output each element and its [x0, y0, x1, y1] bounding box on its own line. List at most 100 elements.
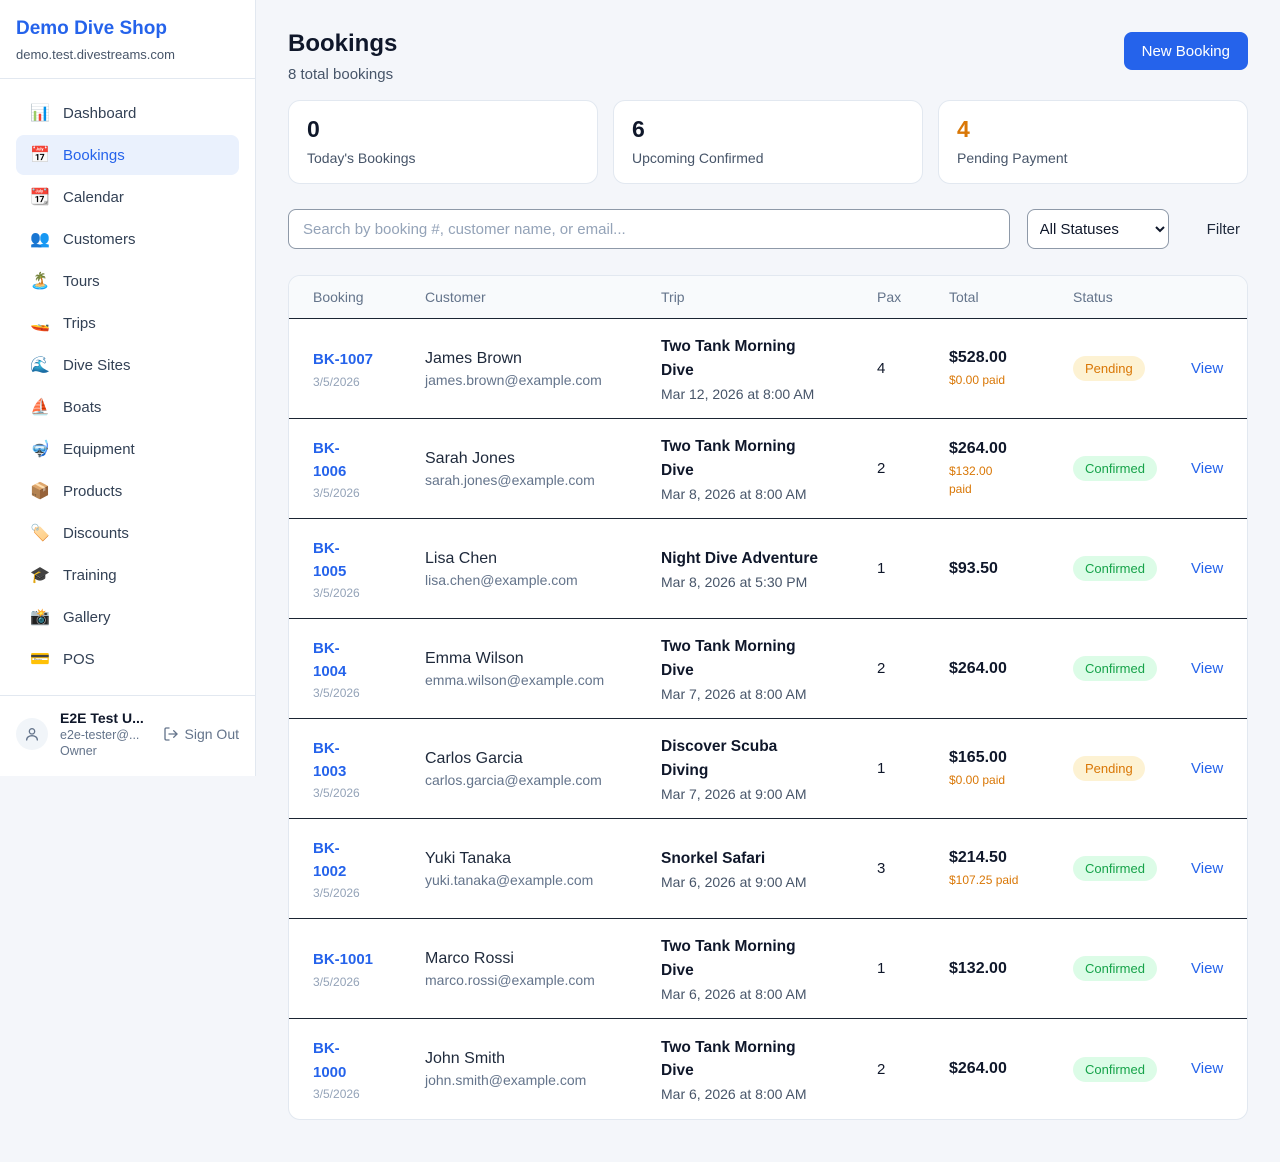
actions-cell: View [1191, 460, 1223, 478]
customer-email: marco.rossi@example.com [425, 971, 595, 988]
sidebar-item-training[interactable]: 🎓 Training [16, 555, 239, 595]
stat-label: Upcoming Confirmed [632, 149, 764, 166]
booking-cell: BK-1001 3/5/2026 [313, 948, 425, 988]
sidebar-item-label: Equipment [63, 440, 135, 458]
booking-cell: BK-1007 3/5/2026 [313, 348, 425, 388]
customer-name: John Smith [425, 1050, 506, 1067]
logout-icon [163, 727, 178, 741]
booking-id-link[interactable]: BK- 1004 [313, 639, 347, 680]
customer-cell: Carlos Garcia carlos.garcia@example.com [425, 750, 661, 788]
sidebar-item-label: Bookings [63, 146, 125, 164]
booking-date: 3/5/2026 [313, 686, 360, 701]
sidebar-item-pos[interactable]: 💳 POS [16, 639, 239, 679]
status-badge: Confirmed [1073, 456, 1157, 481]
sailboat-icon: ⛵ [30, 399, 50, 416]
customer-email: sarah.jones@example.com [425, 471, 595, 488]
sidebar-item-label: Customers [63, 230, 136, 248]
sidebar-item-discounts[interactable]: 🏷️ Discounts [16, 513, 239, 553]
user-role: Owner [60, 744, 97, 758]
avatar [16, 718, 48, 750]
person-icon [26, 728, 38, 741]
booking-id-link[interactable]: BK- 1005 [313, 539, 347, 580]
status-select[interactable]: All Statuses [1026, 209, 1169, 249]
sidebar-item-trips[interactable]: 🚤 Trips [16, 303, 239, 343]
status-cell: Confirmed [1073, 656, 1191, 681]
pax-value: 1 [877, 560, 886, 577]
sidebar-item-bookings[interactable]: 📅 Bookings [16, 135, 239, 175]
actions-cell: View [1191, 1060, 1223, 1078]
customer-cell: James Brown james.brown@example.com [425, 350, 661, 388]
total-cell: $93.50 [949, 560, 1073, 578]
view-link[interactable]: View [1191, 459, 1224, 477]
tag-icon: 🏷️ [30, 525, 50, 542]
column-header-booking: Booking [313, 289, 364, 305]
sidebar-item-gallery[interactable]: 📸 Gallery [16, 597, 239, 637]
view-link[interactable]: View [1191, 759, 1224, 777]
actions-cell: View [1191, 760, 1223, 778]
total-amount: $528.00 [949, 348, 1007, 366]
user-name: E2E Test U... [60, 710, 144, 726]
column-header-status: Status [1073, 289, 1113, 305]
view-link[interactable]: View [1191, 359, 1224, 377]
view-link[interactable]: View [1191, 559, 1224, 577]
booking-id-link[interactable]: BK-1007 [313, 351, 374, 369]
page-title: Bookings [288, 30, 398, 57]
column-header-pax: Pax [877, 289, 902, 305]
booking-id-link[interactable]: BK- 1000 [313, 1040, 347, 1081]
booking-cell: BK- 1003 3/5/2026 [313, 737, 425, 801]
sidebar-item-equipment[interactable]: 🤿 Equipment [16, 429, 239, 469]
trip-name: Two Tank Morning Dive [661, 638, 796, 679]
filter-button[interactable]: Filter [1199, 217, 1248, 242]
booking-id-link[interactable]: BK-1001 [313, 951, 374, 969]
customer-name: James Brown [425, 349, 522, 367]
sign-out-button[interactable]: Sign Out [163, 726, 239, 742]
sidebar-item-customers[interactable]: 👥 Customers [16, 219, 239, 259]
credit-card-icon: 💳 [30, 651, 50, 668]
booking-cell: BK- 1002 3/5/2026 [313, 837, 425, 901]
trip-name: Two Tank Morning Dive [661, 338, 796, 379]
booking-id-link[interactable]: BK- 1002 [313, 839, 347, 880]
sidebar-item-label: Dashboard [63, 104, 137, 122]
total-amount: $264.00 [949, 439, 1007, 457]
sidebar-item-label: POS [63, 650, 95, 668]
view-link[interactable]: View [1191, 659, 1224, 677]
view-link[interactable]: View [1191, 859, 1224, 877]
booking-cell: BK- 1000 3/5/2026 [313, 1037, 425, 1101]
sidebar-item-tours[interactable]: 🏝️ Tours [16, 261, 239, 301]
total-amount: $214.50 [949, 848, 1007, 866]
customer-name: Lisa Chen [425, 549, 498, 567]
table-row: BK-1001 3/5/2026 Marco Rossi marco.rossi@ex… [289, 919, 1247, 1019]
table-header-row: Booking Customer Trip Pax Total Status [289, 276, 1247, 319]
amount-paid: $0.00 paid [949, 772, 1006, 787]
trip-name: Two Tank Morning Dive [661, 938, 796, 979]
user-email: e2e-tester@... [60, 728, 140, 742]
sidebar-item-dashboard[interactable]: 📊 Dashboard [16, 93, 239, 133]
sidebar-item-products[interactable]: 📦 Products [16, 471, 239, 511]
sidebar-item-calendar[interactable]: 📆 Calendar [16, 177, 239, 217]
island-icon: 🏝️ [30, 273, 50, 290]
column-header-customer: Customer [425, 289, 486, 305]
total-cell: $264.00 [949, 660, 1073, 678]
trip-name: Two Tank Morning Dive [661, 1038, 796, 1079]
view-link[interactable]: View [1191, 1060, 1224, 1077]
new-booking-button[interactable]: New Booking [1123, 32, 1248, 70]
sidebar-item-label: Trips [63, 314, 96, 332]
booking-id-link[interactable]: BK- 1003 [313, 739, 347, 780]
status-cell: Confirmed [1073, 556, 1191, 581]
view-link[interactable]: View [1191, 959, 1224, 977]
trip-datetime: Mar 6, 2026 at 8:00 AM [661, 985, 807, 1002]
status-cell: Confirmed [1073, 956, 1191, 981]
booking-id-link[interactable]: BK- 1006 [313, 439, 347, 480]
sidebar-item-dive-sites[interactable]: 🌊 Dive Sites [16, 345, 239, 385]
status-badge: Confirmed [1073, 856, 1157, 881]
sidebar-item-label: Tours [63, 272, 100, 290]
customer-email: carlos.garcia@example.com [425, 771, 602, 788]
status-cell: Confirmed [1073, 456, 1191, 481]
booking-date: 3/5/2026 [313, 586, 360, 601]
status-badge: Pending [1073, 356, 1145, 381]
sidebar-item-boats[interactable]: ⛵ Boats [16, 387, 239, 427]
trip-datetime: Mar 6, 2026 at 8:00 AM [661, 1086, 807, 1103]
search-input[interactable] [288, 209, 1010, 249]
trip-datetime: Mar 7, 2026 at 8:00 AM [661, 685, 807, 702]
speedboat-icon: 🚤 [30, 315, 50, 332]
